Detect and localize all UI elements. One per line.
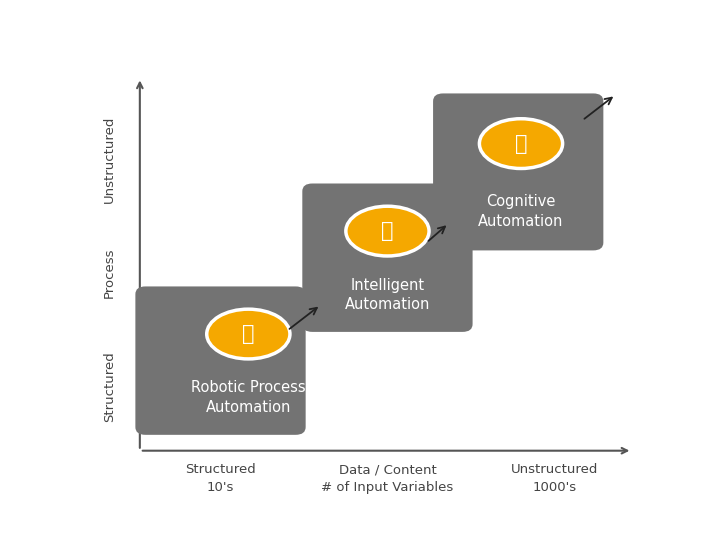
FancyBboxPatch shape bbox=[136, 286, 306, 435]
Text: Process: Process bbox=[103, 247, 116, 298]
Ellipse shape bbox=[480, 119, 563, 168]
Text: Structured: Structured bbox=[103, 351, 116, 422]
Text: 10's: 10's bbox=[207, 481, 234, 494]
Text: 🧠: 🧠 bbox=[381, 221, 393, 241]
FancyBboxPatch shape bbox=[302, 183, 472, 332]
Ellipse shape bbox=[346, 206, 429, 256]
Text: Unstructured: Unstructured bbox=[510, 463, 598, 476]
Ellipse shape bbox=[207, 309, 290, 359]
Text: Robotic Process
Automation: Robotic Process Automation bbox=[191, 380, 306, 416]
Text: 🔍: 🔍 bbox=[515, 134, 527, 154]
Text: 🦾: 🦾 bbox=[242, 324, 255, 344]
Text: Cognitive
Automation: Cognitive Automation bbox=[478, 194, 564, 229]
Text: Unstructured: Unstructured bbox=[103, 115, 116, 203]
Text: Intelligent
Automation: Intelligent Automation bbox=[345, 277, 430, 312]
Text: 1000's: 1000's bbox=[532, 481, 577, 494]
FancyBboxPatch shape bbox=[433, 94, 603, 251]
Text: # of Input Variables: # of Input Variables bbox=[322, 481, 454, 494]
Text: Structured: Structured bbox=[185, 463, 256, 476]
Text: Data / Content: Data / Content bbox=[339, 463, 437, 476]
